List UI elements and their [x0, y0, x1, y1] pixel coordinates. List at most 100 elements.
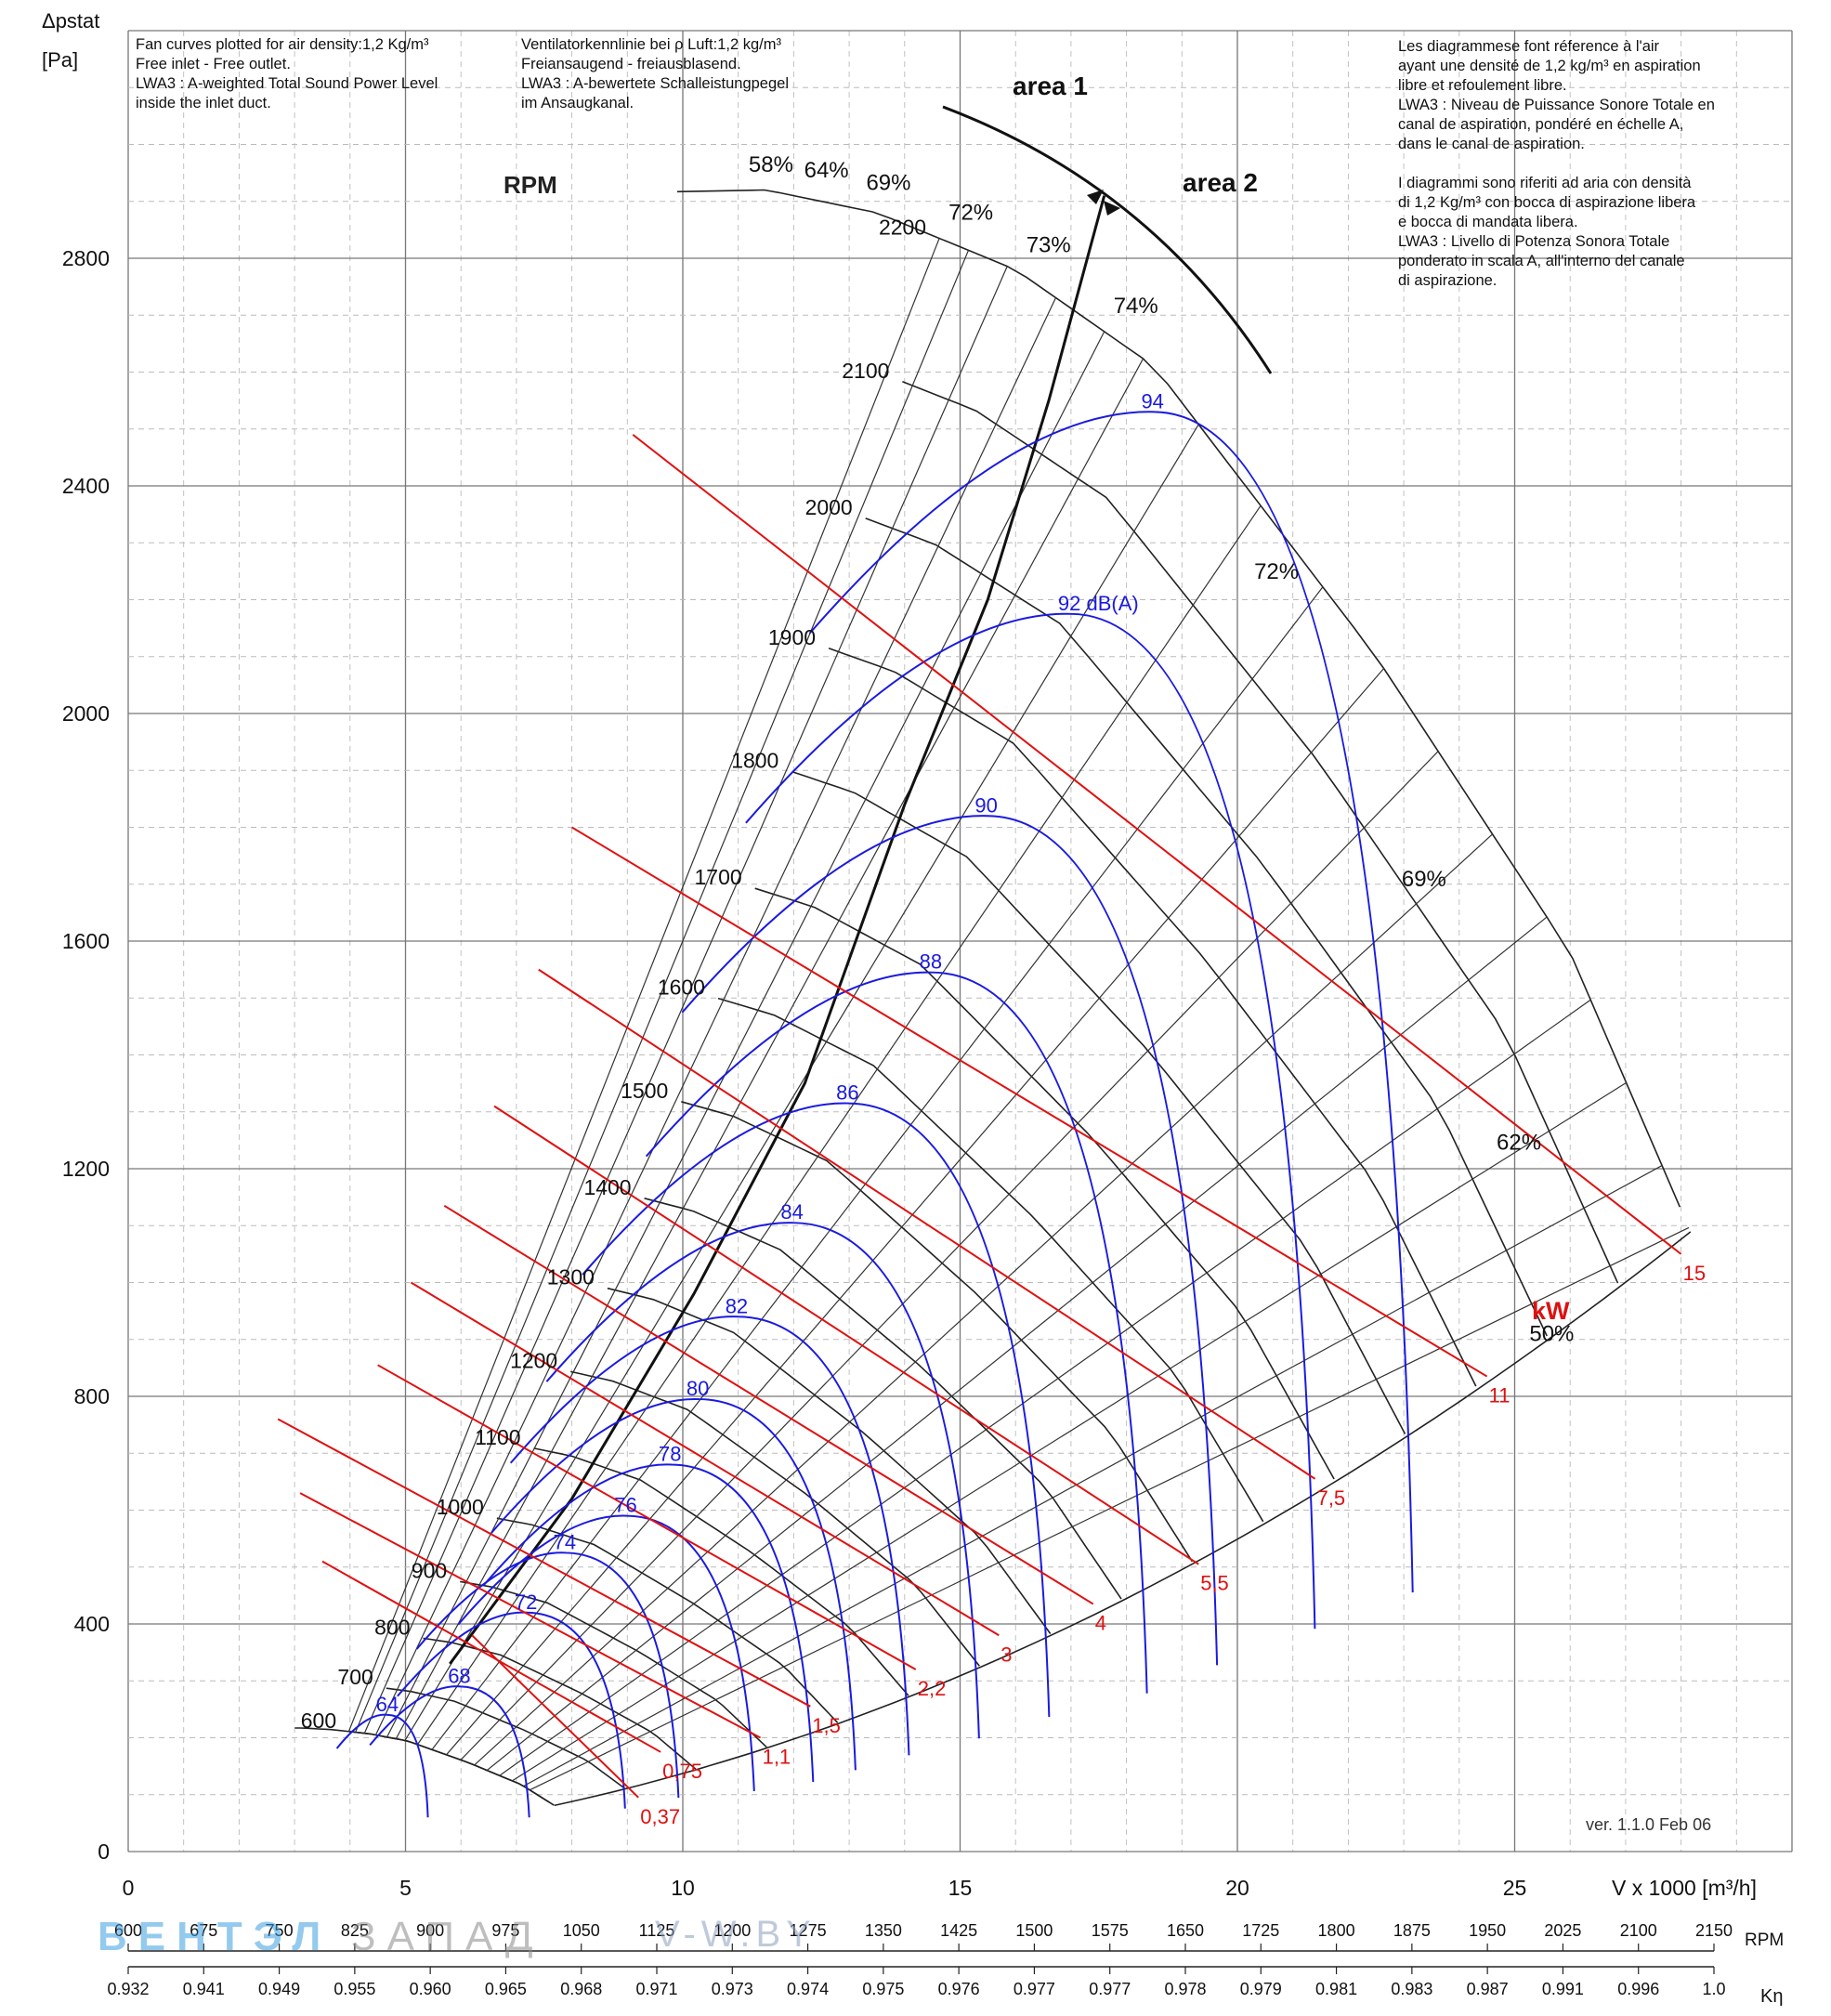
- rpm-scale-value: 600: [114, 1921, 142, 1940]
- sound-power-label: 82: [726, 1294, 748, 1317]
- x-tick-label: 0: [123, 1876, 135, 1900]
- plot-grid: 0 400 800 1200 1600 2000 2400 2800 0 5 10 15 20 25: [62, 30, 1793, 1900]
- keta-scale-value: 0.965: [485, 1980, 527, 1998]
- rpm-scale-value: 900: [416, 1921, 444, 1940]
- bottom-scales: 600 675 750 825 900 975 1050 1125 1200 1275 1350 14…: [107, 1921, 1733, 1998]
- rpm-scale-value: 750: [266, 1921, 294, 1940]
- speed-label: 2000: [805, 495, 853, 519]
- sound-power-curve: [369, 1685, 530, 1818]
- area-divider: [449, 195, 1106, 1665]
- system-line: [374, 297, 1057, 1735]
- rpm-scale-value: 1275: [790, 1921, 827, 1940]
- keta-scale-value: 0.974: [787, 1980, 829, 1998]
- watermark-url: V-W.BY: [655, 1914, 817, 1955]
- keta-scale-value: 0.955: [334, 1980, 375, 1998]
- system-line: [395, 358, 1144, 1739]
- note-english: Fan curves plotted for air density:1,2 K…: [136, 36, 438, 111]
- speed-curve: [533, 1447, 909, 1696]
- rpm-scale-value: 1350: [865, 1921, 902, 1940]
- sound-power-curve: [490, 1398, 857, 1771]
- system-line: [499, 999, 1591, 1776]
- power-line: [377, 1364, 917, 1670]
- rpm-scale-value: 1800: [1318, 1921, 1355, 1940]
- speed-label: 1100: [475, 1425, 520, 1449]
- rpm-scale-value: 2150: [1695, 1921, 1733, 1940]
- system-line: [404, 424, 1199, 1741]
- power-line: [443, 1204, 1094, 1605]
- efficiency-label: 73%: [1027, 232, 1071, 257]
- y-axis-unit: [Pa]: [42, 48, 78, 72]
- power-label: 3: [1001, 1643, 1012, 1666]
- power-label: 11: [1489, 1384, 1511, 1407]
- version-label: ver. 1.1.0 Feb 06: [1586, 1815, 1711, 1834]
- x-tick-label: 20: [1225, 1876, 1249, 1900]
- y-tick-label: 1600: [62, 929, 110, 953]
- efficiency-label: 72%: [948, 201, 993, 226]
- sound-power-label: 92 dB(A): [1058, 592, 1139, 615]
- speed-curve: [681, 1101, 1194, 1563]
- rpm-scale-value: 1425: [940, 1921, 977, 1940]
- note-french-italian: Les diagrammese font réference à l'air a…: [1398, 38, 1715, 289]
- speed-curve: [607, 1287, 1052, 1634]
- system-line: [530, 1226, 1690, 1791]
- system-line: [347, 238, 940, 1732]
- area-arrow: [1104, 201, 1120, 216]
- speed-label: 2100: [842, 359, 889, 383]
- keta-scale-value: 0.960: [410, 1980, 451, 1998]
- y-tick-label: 400: [74, 1612, 110, 1636]
- keta-scale-value: 0.981: [1315, 1980, 1357, 1998]
- speed-curve: [570, 1370, 980, 1667]
- sound-power-label: 76: [614, 1494, 636, 1517]
- speed-label: 700: [337, 1665, 373, 1689]
- keta-scale-value: 0.968: [560, 1980, 602, 1998]
- sound-power-label: 74: [554, 1530, 576, 1553]
- rpm-scale-value: 1200: [713, 1921, 751, 1940]
- x-tick-label: 5: [399, 1876, 412, 1900]
- power-label: 0,75: [662, 1760, 702, 1783]
- speed-label: 1400: [583, 1175, 631, 1199]
- speed-label: 600: [301, 1708, 336, 1733]
- sound-power-curve: [808, 411, 1414, 1593]
- x-tick-label: 25: [1503, 1876, 1527, 1900]
- system-line: [511, 1081, 1627, 1782]
- sound-power-curve: [415, 1551, 680, 1799]
- power-line: [493, 1105, 1199, 1565]
- sound-power-curve: [482, 1463, 815, 1783]
- keta-scale-value: 0.949: [258, 1980, 300, 1998]
- sound-power-curve: [645, 971, 1148, 1694]
- sound-power-label: 72: [515, 1591, 537, 1614]
- speed-label: 1700: [695, 865, 742, 889]
- rpm-scale-value: 1500: [1015, 1921, 1053, 1940]
- system-line: [417, 504, 1262, 1746]
- x-tick-label: 15: [948, 1876, 973, 1900]
- power-label: 5,5: [1200, 1572, 1229, 1595]
- sound-power-curve: [545, 1222, 980, 1739]
- sound-power-label: 84: [780, 1200, 803, 1224]
- rpm-scale-label: RPM: [1745, 1931, 1784, 1950]
- y-tick-label: 800: [74, 1384, 110, 1408]
- power-unit-label: kW: [1532, 1297, 1570, 1325]
- keta-scale-value: 0.973: [712, 1980, 753, 1998]
- rpm-scale-value: 1950: [1469, 1921, 1506, 1940]
- power-line: [410, 1281, 1000, 1637]
- speed-label: 1000: [437, 1495, 484, 1519]
- y-tick-label: 2000: [62, 701, 110, 726]
- note-german: Ventilatorkennlinie bei ρ Luft:1,2 kg/m³…: [521, 36, 790, 111]
- sound-power-curve: [397, 1611, 626, 1809]
- rpm-label: RPM: [504, 171, 557, 199]
- system-line: [431, 586, 1324, 1750]
- speed-curve: [754, 887, 1335, 1480]
- y-tick-label: 1200: [62, 1157, 110, 1181]
- sound-power-curve: [335, 1713, 429, 1818]
- keta-scale-value: 0.996: [1617, 1980, 1659, 1998]
- watermark-right: ЗАПАД: [351, 1914, 544, 1959]
- sound-power-label: 88: [920, 950, 942, 974]
- power-line: [277, 1418, 811, 1708]
- sound-power-label: 86: [836, 1081, 858, 1105]
- keta-scale-value: 0.976: [938, 1980, 980, 1998]
- sound-power-label: 68: [448, 1664, 470, 1687]
- rpm-scale-value: 675: [190, 1921, 217, 1940]
- speed-curve: [828, 648, 1477, 1387]
- power-label: 2,2: [918, 1677, 947, 1700]
